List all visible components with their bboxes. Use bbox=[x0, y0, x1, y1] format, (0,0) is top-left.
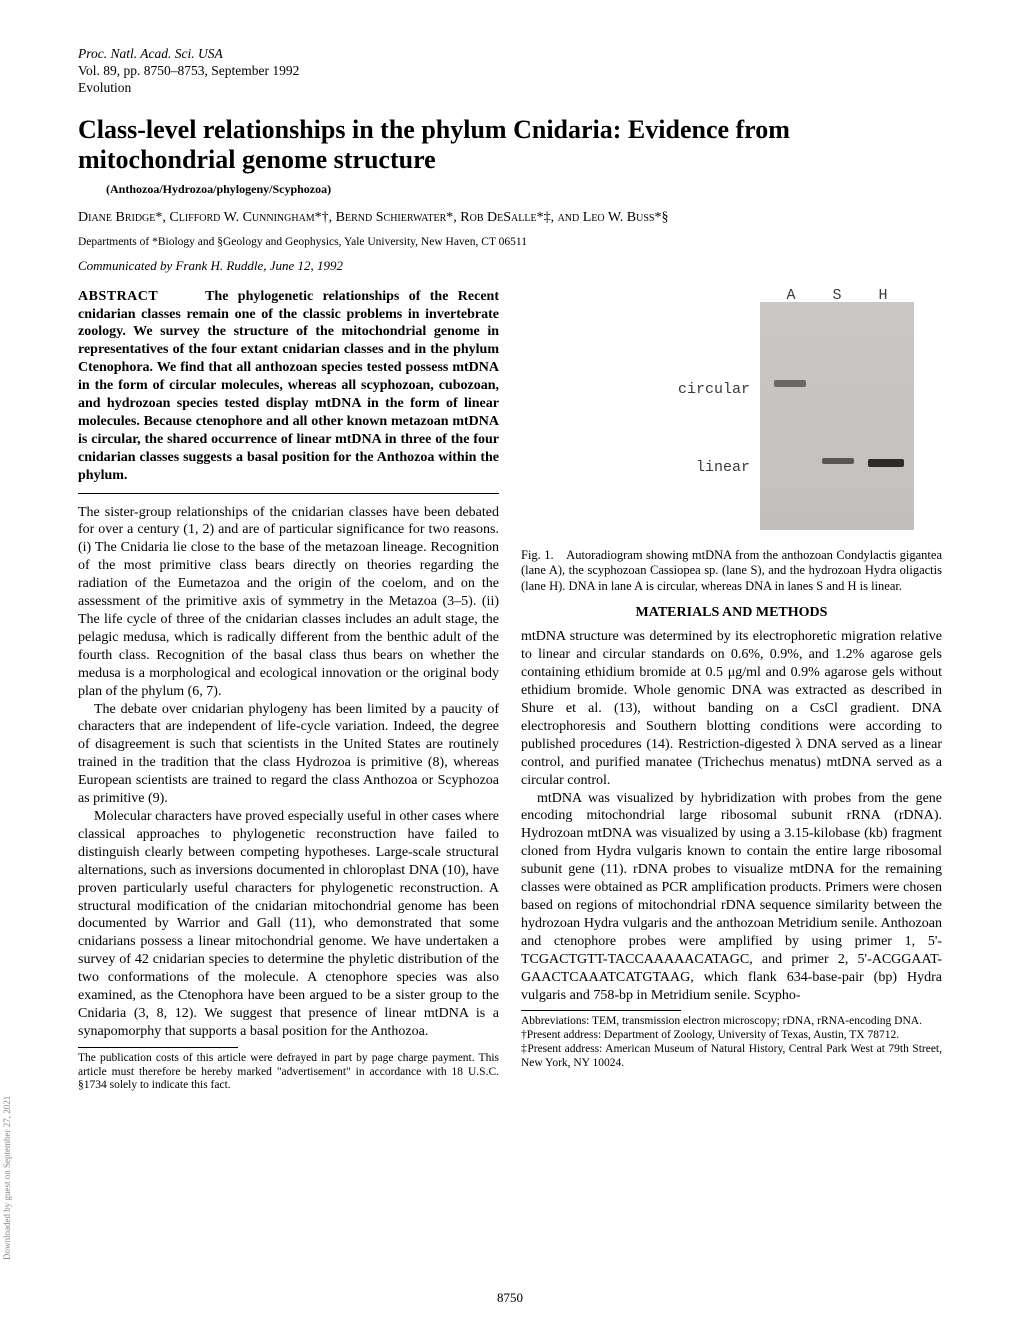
divider bbox=[78, 493, 499, 494]
publication-cost-note: The publication costs of this article we… bbox=[78, 1052, 499, 1093]
present-address-2: ‡Present address: American Museum of Nat… bbox=[521, 1043, 942, 1071]
article-title: Class-level relationships in the phylum … bbox=[78, 115, 942, 175]
figure-1-caption: Fig. 1. Autoradiogram showing mtDNA from… bbox=[521, 548, 942, 595]
section-name: Evolution bbox=[78, 80, 131, 95]
intro-para-2: The debate over cnidarian phylogeny has … bbox=[78, 701, 499, 808]
volume-info: Vol. 89, pp. 8750–8753, September 1992 bbox=[78, 63, 299, 78]
intro-para-1: The sister-group relationships of the cn… bbox=[78, 504, 499, 701]
communicated-by: Communicated by Frank H. Ruddle, June 12… bbox=[78, 258, 942, 274]
gel-row-label-circular: circular bbox=[678, 380, 750, 399]
lane-label-h: H bbox=[878, 286, 887, 305]
abstract-label: ABSTRACT bbox=[78, 289, 158, 304]
intro-para-3: Molecular characters have proved especia… bbox=[78, 808, 499, 1041]
figure-1: circular linear A S H bbox=[521, 288, 942, 540]
affiliations: Departments of *Biology and §Geology and… bbox=[78, 236, 942, 248]
right-column: circular linear A S H Fig. 1. Autoradiog… bbox=[521, 288, 942, 1094]
left-column: ABSTRACT The phylogenetic relationships … bbox=[78, 288, 499, 1094]
methods-para-2: mtDNA was visualized by hybridization wi… bbox=[521, 790, 942, 1005]
gel-row-label-linear: linear bbox=[696, 458, 750, 477]
running-header: Proc. Natl. Acad. Sci. USA Vol. 89, pp. … bbox=[78, 46, 942, 97]
present-address-1: †Present address: Department of Zoology,… bbox=[521, 1029, 942, 1043]
gel-image: A S H bbox=[760, 302, 914, 530]
authors: Diane Bridge*, Clifford W. Cunningham*†,… bbox=[78, 209, 942, 227]
gel-band bbox=[774, 380, 806, 387]
abbreviations: Abbreviations: TEM, transmission electro… bbox=[521, 1015, 942, 1029]
methods-para-1: mtDNA structure was determined by its el… bbox=[521, 628, 942, 789]
methods-heading: MATERIALS AND METHODS bbox=[521, 604, 942, 622]
page-number: 8750 bbox=[0, 1290, 1020, 1306]
abstract-text: The phylogenetic relationships of the Re… bbox=[78, 289, 499, 483]
download-note: Downloaded by guest on September 27, 202… bbox=[2, 1096, 12, 1260]
keywords: (Anthozoa/Hydrozoa/phylogeny/Scyphozoa) bbox=[106, 182, 942, 197]
footnote-divider-right bbox=[521, 1010, 681, 1011]
lane-label-s: S bbox=[832, 286, 841, 305]
gel-band bbox=[822, 458, 854, 464]
gel-band bbox=[868, 459, 904, 467]
footnote-divider bbox=[78, 1047, 238, 1048]
lane-label-a: A bbox=[786, 286, 795, 305]
abstract: ABSTRACT The phylogenetic relationships … bbox=[78, 288, 499, 485]
journal-name: Proc. Natl. Acad. Sci. USA bbox=[78, 46, 223, 61]
